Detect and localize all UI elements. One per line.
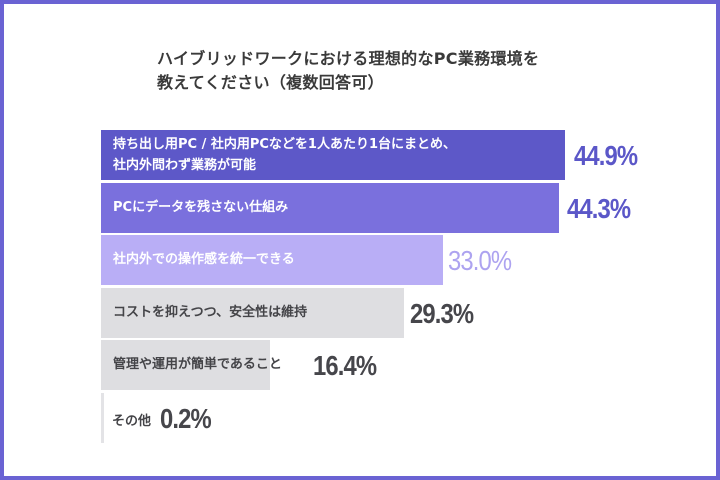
chart-title-line-2: 教えてください（複数回答可）	[157, 73, 384, 92]
bar-6-value: 0.2%	[160, 403, 212, 434]
bar-3-value: 33.0%	[448, 245, 512, 276]
bar-2-label: PCにデータを残さない仕組み	[113, 200, 289, 215]
bar-5-label: 管理や運用が簡単であること	[113, 357, 282, 372]
bar-3: 社内外での操作感を統一できる	[101, 235, 443, 285]
bar-6-label: その他	[112, 414, 152, 429]
bar-4-value: 29.3%	[410, 298, 474, 329]
bar-5-value: 16.4%	[313, 350, 377, 381]
bar-1-label-line-1: 持ち出し用PC / 社内用PCなどを1人あたり1台にまとめ、	[113, 137, 457, 152]
bar-4-label: コストを抑えつつ、安全性は維持	[113, 305, 308, 320]
bar-4: コストを抑えつつ、安全性は維持	[101, 288, 404, 338]
bar-1-value: 44.9%	[574, 140, 638, 171]
bar-6	[101, 393, 104, 443]
bar-1: 持ち出し用PC / 社内用PCなどを1人あたり1台にまとめ、 社内外問わず業務が…	[101, 130, 565, 180]
bar-2-value: 44.3%	[567, 193, 631, 224]
bar-2: PCにデータを残さない仕組み	[101, 183, 559, 233]
bar-3-label: 社内外での操作感を統一できる	[113, 252, 295, 267]
bar-1-label-line-2: 社内外問わず業務が可能	[113, 158, 257, 173]
bar-5: 管理や運用が簡単であること	[101, 340, 282, 390]
chart-title-line-1: ハイブリッドワークにおける理想的なPC業務環境を	[157, 49, 540, 68]
chart-title: ハイブリッドワークにおける理想的なPC業務環境を 教えてください（複数回答可）	[157, 47, 539, 95]
